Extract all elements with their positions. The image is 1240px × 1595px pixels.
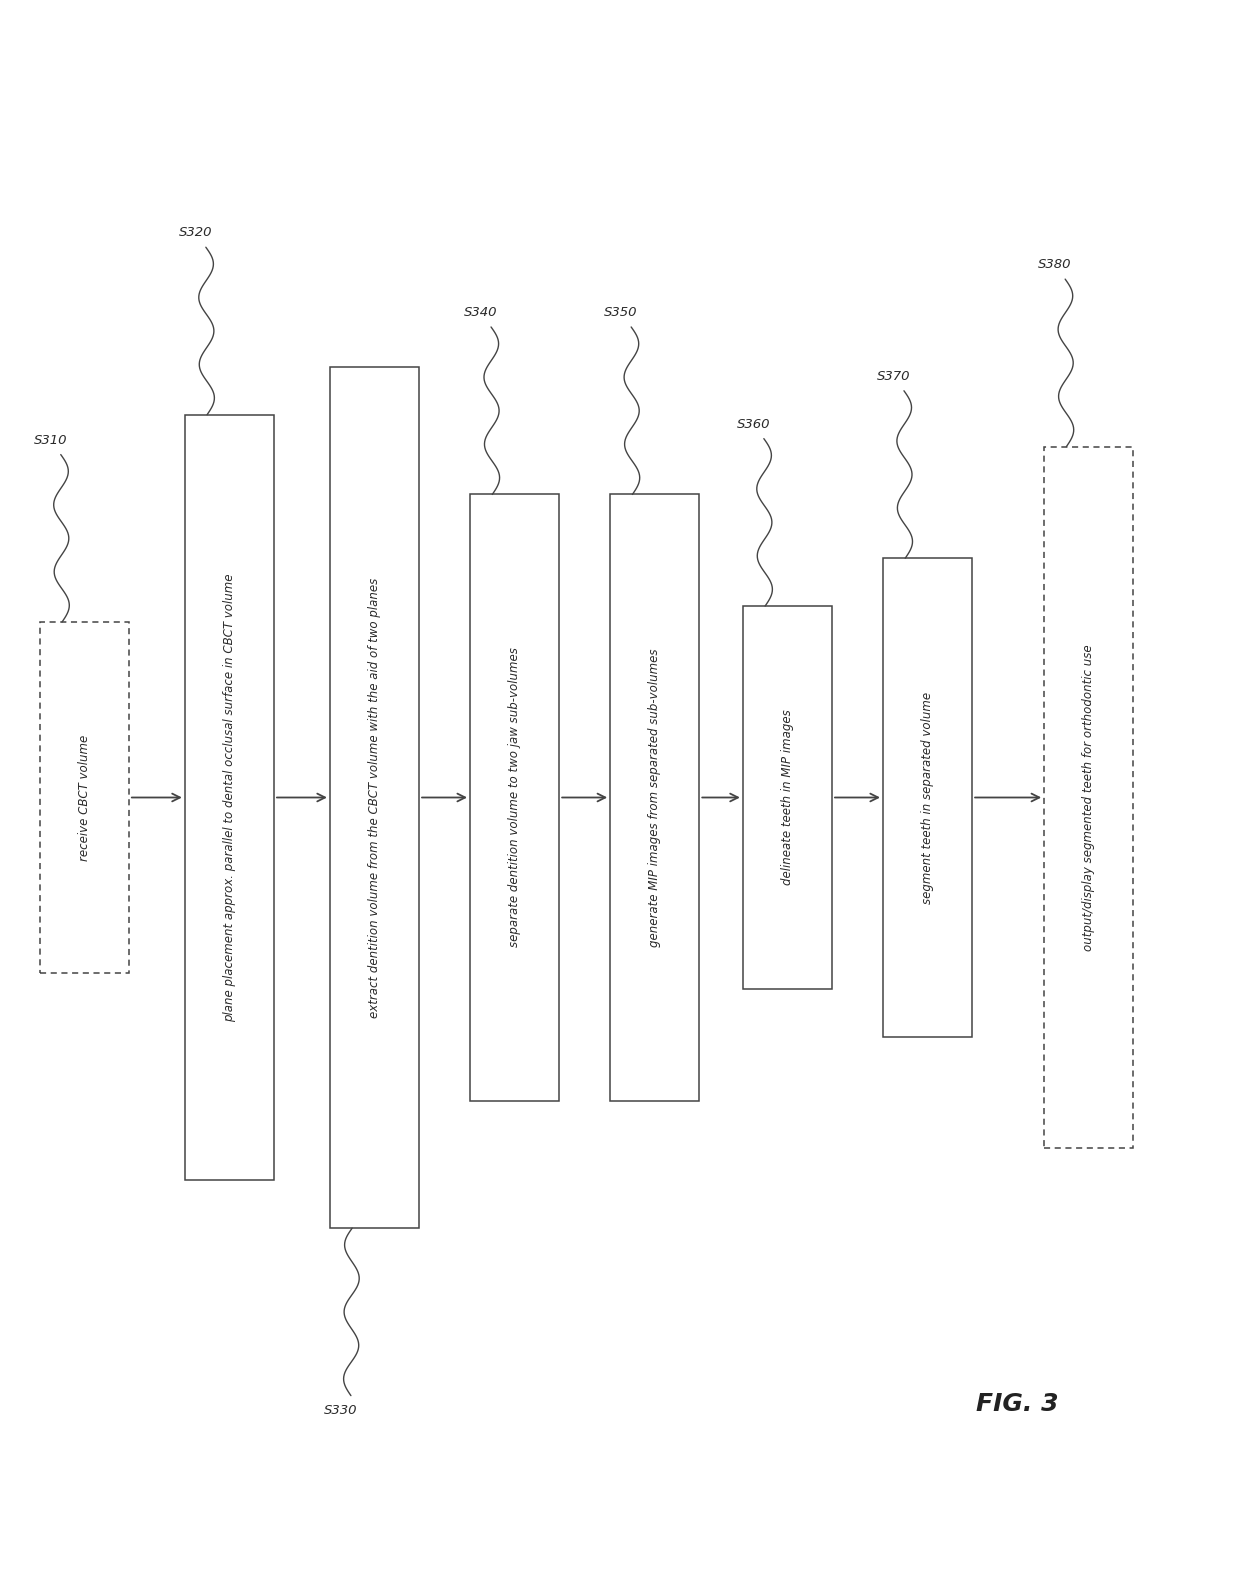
Text: delineate teeth in MIP images: delineate teeth in MIP images (781, 710, 794, 885)
Text: extract dentition volume from the CBCT volume with the aid of two planes: extract dentition volume from the CBCT v… (368, 577, 381, 1018)
Text: FIG. 3: FIG. 3 (976, 1391, 1058, 1416)
Bar (40, 622, 129, 973)
Text: plane placement approx. parallel to dental occlusal surface in CBCT volume: plane placement approx. parallel to dent… (223, 573, 236, 1022)
Bar (743, 606, 832, 989)
Text: generate MIP images from separated sub-volumes: generate MIP images from separated sub-v… (649, 648, 661, 947)
Bar (330, 367, 419, 1228)
Text: S360: S360 (737, 418, 770, 431)
Text: segment teeth in separated volume: segment teeth in separated volume (921, 692, 934, 903)
Bar (883, 558, 972, 1037)
Text: S380: S380 (1038, 258, 1071, 271)
Text: S350: S350 (604, 306, 637, 319)
Bar (185, 415, 274, 1180)
Text: S330: S330 (324, 1404, 357, 1416)
Text: S320: S320 (179, 226, 212, 239)
Bar (610, 494, 699, 1101)
Text: separate dentition volume to two jaw sub-volumes: separate dentition volume to two jaw sub… (508, 648, 521, 947)
Text: receive CBCT volume: receive CBCT volume (78, 734, 91, 861)
Text: S310: S310 (33, 434, 67, 447)
Text: S340: S340 (464, 306, 497, 319)
Text: output/display segmented teeth for orthodontic use: output/display segmented teeth for ortho… (1083, 644, 1095, 951)
Bar (1044, 447, 1133, 1148)
Text: S370: S370 (877, 370, 910, 383)
Bar (470, 494, 559, 1101)
